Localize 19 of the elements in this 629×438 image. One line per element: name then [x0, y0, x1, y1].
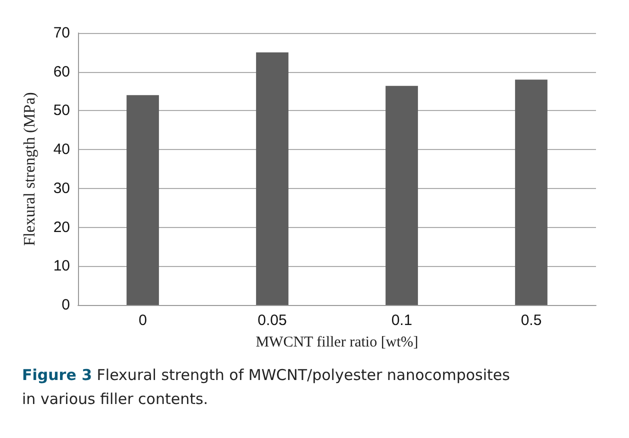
y-tick-label: 50 [53, 102, 70, 120]
y-tick-label: 60 [53, 63, 70, 80]
y-tick-label: 40 [53, 141, 70, 158]
y-tick-label: 0 [62, 296, 70, 314]
y-axis-title: Flexural strength (MPa) [22, 92, 38, 246]
x-tick-label: 0.5 [520, 312, 542, 329]
bar [515, 80, 548, 305]
x-tick-label: 0.05 [258, 312, 287, 329]
bar [126, 95, 159, 305]
y-tick-label: 10 [53, 258, 70, 275]
y-tick-label: 30 [53, 180, 70, 197]
x-tick-label: 0.1 [391, 312, 412, 329]
bar [386, 86, 418, 305]
x-tick-label: 0 [138, 312, 147, 329]
y-tick-label: 20 [53, 218, 70, 236]
caption: Figure 3 Flexural strength of MWCNT/polyester nanocomposites in various filler contents. [22, 366, 515, 408]
bar [256, 52, 288, 305]
y-tick-label: 70 [53, 24, 70, 42]
x-axis-title: MWCNT filler ratio [wt%] [256, 334, 418, 350]
